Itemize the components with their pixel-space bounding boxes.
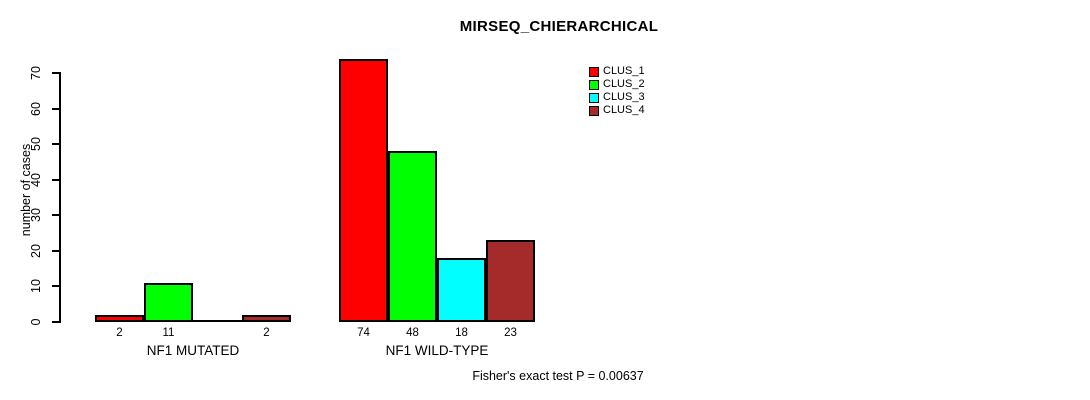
- bar-clus-3-nf1-mutated: [193, 320, 242, 322]
- y-tick-mark-20: [52, 249, 60, 252]
- legend-swatch-icon: [589, 105, 599, 116]
- bar-value-label-clus-1-nf1-mutated: 2: [116, 327, 123, 339]
- annotation-fisher-test: Fisher's exact test P = 0.00637: [472, 369, 644, 383]
- y-axis-line: [59, 72, 61, 323]
- y-tick-label-30: 30: [29, 208, 43, 223]
- legend-swatch-icon: [589, 79, 599, 90]
- y-tick-mark-30: [52, 214, 60, 217]
- bar-clus-1-nf1-mutated: [95, 314, 144, 322]
- bar-value-label-clus-2-nf1-wild-type: 48: [406, 327, 419, 339]
- group-label-nf1-mutated: NF1 MUTATED: [146, 343, 240, 358]
- bar-clus-2-nf1-mutated: [144, 282, 193, 322]
- y-tick-label-0: 0: [29, 318, 43, 326]
- bar-clus-1-nf1-wild-type: [339, 58, 388, 322]
- legend-swatch-icon: [589, 66, 599, 77]
- y-tick-mark-40: [52, 178, 60, 181]
- legend-row-clus_2: CLUS_2: [589, 78, 645, 91]
- bar-clus-4-nf1-mutated: [242, 314, 291, 322]
- y-tick-mark-0: [52, 321, 60, 323]
- bar-value-label-clus-2-nf1-mutated: 11: [162, 327, 175, 339]
- legend-row-clus_4: CLUS_4: [589, 104, 645, 117]
- bar-clus-2-nf1-wild-type: [388, 151, 437, 322]
- group-label-nf1-wild-type: NF1 WILD-TYPE: [385, 343, 489, 358]
- legend-label: CLUS_4: [603, 104, 645, 116]
- bar-value-label-clus-3-nf1-wild-type: 18: [455, 327, 468, 339]
- legend-swatch-icon: [589, 92, 599, 103]
- y-tick-label-40: 40: [29, 172, 43, 187]
- y-tick-label-20: 20: [29, 243, 43, 258]
- legend-label: CLUS_1: [603, 65, 645, 77]
- legend-row-clus_1: CLUS_1: [589, 65, 645, 78]
- y-tick-mark-10: [52, 285, 60, 288]
- legend-label: CLUS_3: [603, 91, 645, 103]
- legend: CLUS_1 CLUS_2 CLUS_3 CLUS_4: [589, 65, 645, 117]
- y-tick-label-10: 10: [29, 279, 43, 294]
- bar-clus-4-nf1-wild-type: [486, 240, 535, 322]
- bar-value-label-clus-1-nf1-wild-type: 74: [357, 327, 370, 339]
- y-tick-mark-50: [52, 143, 60, 146]
- y-tick-mark-70: [52, 72, 60, 74]
- bar-clus-3-nf1-wild-type: [437, 257, 486, 322]
- bar-value-label-clus-4-nf1-wild-type: 23: [504, 327, 517, 339]
- legend-label: CLUS_2: [603, 78, 645, 90]
- legend-row-clus_3: CLUS_3: [589, 91, 645, 104]
- bar-value-label-clus-4-nf1-mutated: 2: [263, 327, 270, 339]
- y-tick-mark-60: [52, 107, 60, 110]
- y-tick-label-70: 70: [29, 66, 43, 80]
- y-tick-label-50: 50: [29, 137, 43, 152]
- chart-title: MIRSEQ_CHIERARCHICAL: [459, 18, 659, 35]
- y-tick-label-60: 60: [29, 101, 43, 116]
